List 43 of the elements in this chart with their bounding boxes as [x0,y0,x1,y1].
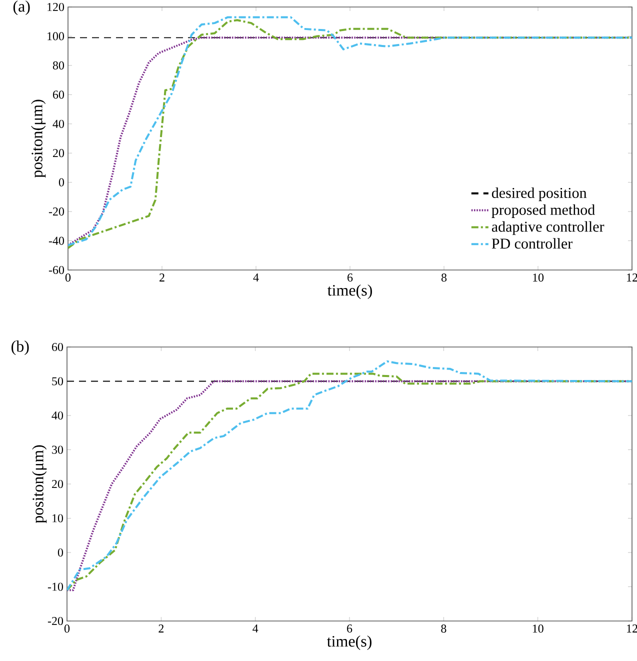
y-tick-label: 20 [52,480,64,488]
y-tick-label: 60 [52,90,64,99]
x-tick-label: 10 [532,624,544,633]
x-tick-label: 8 [441,624,446,633]
y-tick-label: -60 [48,266,64,274]
legend-label: desired position [492,187,587,202]
x-tick-label: 8 [441,274,447,282]
y-tick-label: 40 [52,411,64,420]
y-tick-label: 60 [52,342,64,352]
x-tick-label: 12 [627,274,637,282]
y-tick-label: 0 [58,178,64,186]
x-tick-label: 2 [160,274,164,282]
y-tick-label: 0 [58,548,64,557]
y-tick-label: -40 [48,236,64,245]
y-tick-label: 80 [52,61,64,70]
chart-title: (a) [13,0,30,16]
x-tick-label: 10 [533,274,544,282]
x-tick-label: 0 [64,624,70,633]
x-axis-title: time(s) [328,284,372,299]
legend-label: PD controller [492,238,572,249]
x-tick-label: 12 [627,624,637,632]
legend-label: adaptive controller [492,221,604,235]
y-tick-label: -20 [48,616,64,626]
y-axis-title: positon(μm) [32,445,47,524]
y-tick-label: -20 [48,208,64,216]
x-tick-label: 6 [348,274,353,282]
x-tick-label: 6 [347,624,352,633]
y-tick-label: 40 [52,120,64,128]
chart-title: (b) [12,340,29,356]
legend-label: proposed method [492,204,595,218]
y-tick-label: 20 [53,149,64,158]
y-tick-label: -10 [48,582,64,591]
y-tick-label: 120 [48,2,64,12]
y-tick-label: 100 [48,32,64,40]
x-tick-label: 4 [252,624,258,632]
y-tick-label: 50 [52,377,64,386]
y-tick-label: 30 [52,446,64,454]
x-tick-label: 4 [253,274,259,282]
y-axis-title: positon(μm) [31,100,46,178]
x-tick-label: 2 [158,624,164,632]
x-tick-label: 0 [65,274,71,282]
x-axis-title: time(s) [327,635,372,650]
y-tick-label: 10 [52,514,64,522]
